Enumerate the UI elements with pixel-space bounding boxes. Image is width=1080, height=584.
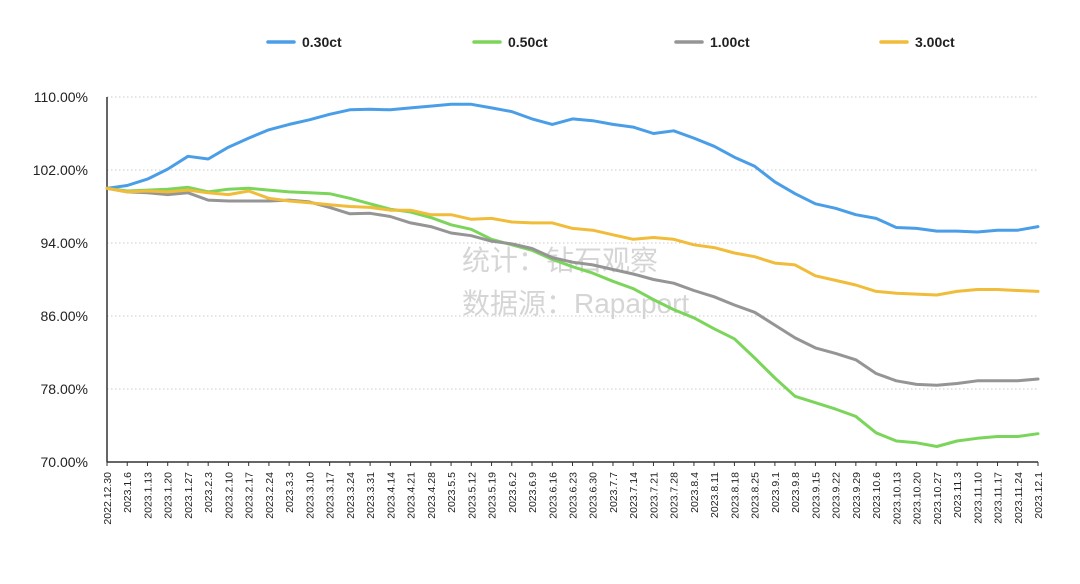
x-tick-label: 2023.7.21 [648,472,660,519]
x-tick-label: 2023.11.3 [952,472,964,518]
x-tick-label: 2023.3.31 [365,472,377,519]
x-tick-label: 2023.2.3 [203,472,215,513]
x-tick-label: 2023.5.12 [466,472,478,519]
legend: 0.30ct 0.50ct 1.00ct 3.00ct [266,34,955,50]
x-tick-label: 2023.3.10 [304,472,316,519]
x-tick-label: 2023.10.13 [891,472,903,525]
x-tick-label: 2023.9.8 [790,472,802,513]
x-tick-label: 2023.9.1 [770,472,782,513]
x-tick-label: 2023.8.4 [689,472,701,513]
y-tick-label: 110.00% [34,89,88,105]
series-line-3-00ct [105,186,1040,297]
series-line-1-00ct [105,186,1040,387]
grid-lines [107,96,1038,390]
y-tick-label: 70.00% [41,454,88,470]
legend-label: 3.00ct [915,34,955,50]
x-tick-label: 2023.2.17 [244,472,256,519]
x-tick-label: 2023.4.28 [426,472,438,519]
x-tick-label: 2023.10.27 [932,472,944,525]
x-tick-label: 2023.7.7 [608,472,620,513]
x-tick-label: 2023.3.17 [325,472,337,519]
x-tick-label: 2023.11.10 [972,472,984,524]
x-tick-label: 2023.2.24 [264,472,276,519]
x-tick-label: 2023.10.6 [871,472,883,519]
x-tick-label: 2023.1.27 [183,472,195,519]
x-tick-label: 2023.3.24 [345,472,357,519]
x-tick-label: 2023.6.9 [527,472,539,513]
x-tick-label: 2023.9.29 [851,472,863,519]
x-tick-label: 2023.6.23 [568,472,580,519]
x-tick-label: 2023.8.25 [750,472,762,519]
y-axis: 110.00% 102.00% 94.00% 86.00% 78.00% 70.00% [33,89,108,470]
series-line-0-50ct [105,185,1040,448]
legend-label: 0.50ct [508,34,548,50]
x-axis: 2022.12.30 2023.1.6 2023.1.13 2023.1.20 2023… [102,461,1045,525]
x-tick-label: 2023.9.22 [831,472,843,519]
x-tick-label: 2023.9.15 [810,472,822,519]
x-tick-label: 2023.11.17 [993,472,1005,524]
legend-label: 1.00ct [710,34,750,50]
x-tick-label: 2023.8.18 [729,472,741,519]
y-tick-label: 94.00% [41,235,88,251]
x-tick-label: 2023.7.14 [628,472,640,519]
y-tick-label: 102.00% [33,162,88,178]
x-tick-label: 2023.3.3 [284,472,296,513]
x-tick-label: 2022.12.30 [102,472,114,525]
x-tick-label: 2023.1.13 [142,472,154,519]
x-tick-label: 2023.6.2 [507,472,519,513]
legend-item-0-30ct: 0.30ct [266,34,342,50]
series-line-0-30ct [105,102,1040,234]
x-tick-label: 2023.5.19 [487,472,499,519]
x-tick-label: 2023.8.11 [709,472,721,518]
x-tick-label: 2023.5.5 [446,472,458,513]
x-tick-label: 2023.4.21 [406,472,418,519]
x-tick-label: 2023.10.20 [912,472,924,525]
x-tick-label: 2023.12.1 [1033,472,1045,519]
legend-label: 0.30ct [302,34,342,50]
y-tick-label: 78.00% [41,381,88,397]
x-tick-label: 2023.2.10 [223,472,235,519]
legend-item-0-50ct: 0.50ct [472,34,548,50]
y-tick-label: 86.00% [41,308,88,324]
x-tick-label: 2023.1.6 [122,472,134,513]
series-lines [105,102,1040,448]
x-tick-label: 2023.4.14 [385,472,397,519]
x-tick-label: 2023.6.30 [588,472,600,519]
legend-item-1-00ct: 1.00ct [674,34,750,50]
legend-item-3-00ct: 3.00ct [879,34,955,50]
x-tick-label: 2023.11.24 [1013,472,1025,524]
x-tick-label: 2023.1.20 [163,472,175,519]
x-tick-label: 2023.6.16 [547,472,559,519]
x-tick-label: 2023.7.28 [669,472,681,519]
watermark-line2: 数据源：Rapaport [462,288,689,319]
watermark: 统计：钻石观察 数据源：Rapaport [462,245,689,319]
